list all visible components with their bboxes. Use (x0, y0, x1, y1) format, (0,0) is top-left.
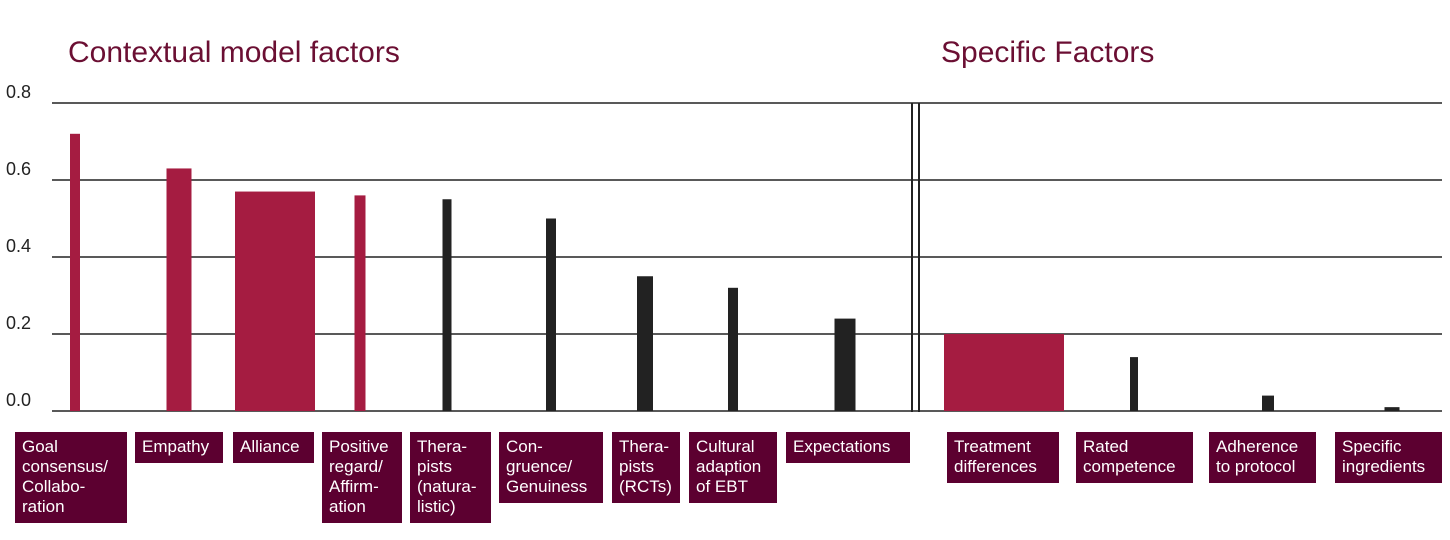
category-label: Con- gruence/ Genuiness (499, 432, 603, 503)
category-label: Positive regard/ Affirm- ation (322, 432, 402, 523)
bar (354, 195, 366, 411)
category-label: Treatment differences (947, 432, 1059, 483)
category-label: Expectations (786, 432, 910, 463)
bar (1262, 395, 1274, 411)
category-label: Thera- pists (RCTs) (612, 432, 680, 503)
category-label: Adherence to protocol (1209, 432, 1316, 483)
bar (546, 218, 556, 411)
bar (1130, 357, 1138, 411)
chart-title: Specific Factors (941, 36, 1154, 69)
category-label: Specific ingredients (1335, 432, 1442, 483)
y-tick-label: 0.0 (6, 390, 31, 410)
bar (637, 276, 653, 411)
bar (834, 318, 856, 411)
bar (235, 191, 315, 411)
bar (70, 133, 80, 412)
bar (166, 168, 192, 411)
y-tick-label: 0.4 (6, 236, 31, 256)
category-label: Goal consensus/ Collabo- ration (15, 432, 127, 523)
y-tick-label: 0.2 (6, 313, 31, 333)
chart-title: Contextual model factors (68, 36, 400, 69)
category-label: Empathy (135, 432, 223, 463)
bar (442, 199, 452, 411)
bar (728, 287, 738, 411)
y-tick-label: 0.6 (6, 159, 31, 179)
bar (944, 334, 1064, 411)
y-tick-label: 0.8 (6, 82, 31, 102)
category-label: Alliance (233, 432, 314, 463)
bar (1384, 407, 1400, 411)
category-label: Cultural adaption of EBT (689, 432, 777, 503)
category-label: Rated competence (1076, 432, 1193, 483)
category-label: Thera- pists (natura- listic) (410, 432, 491, 523)
